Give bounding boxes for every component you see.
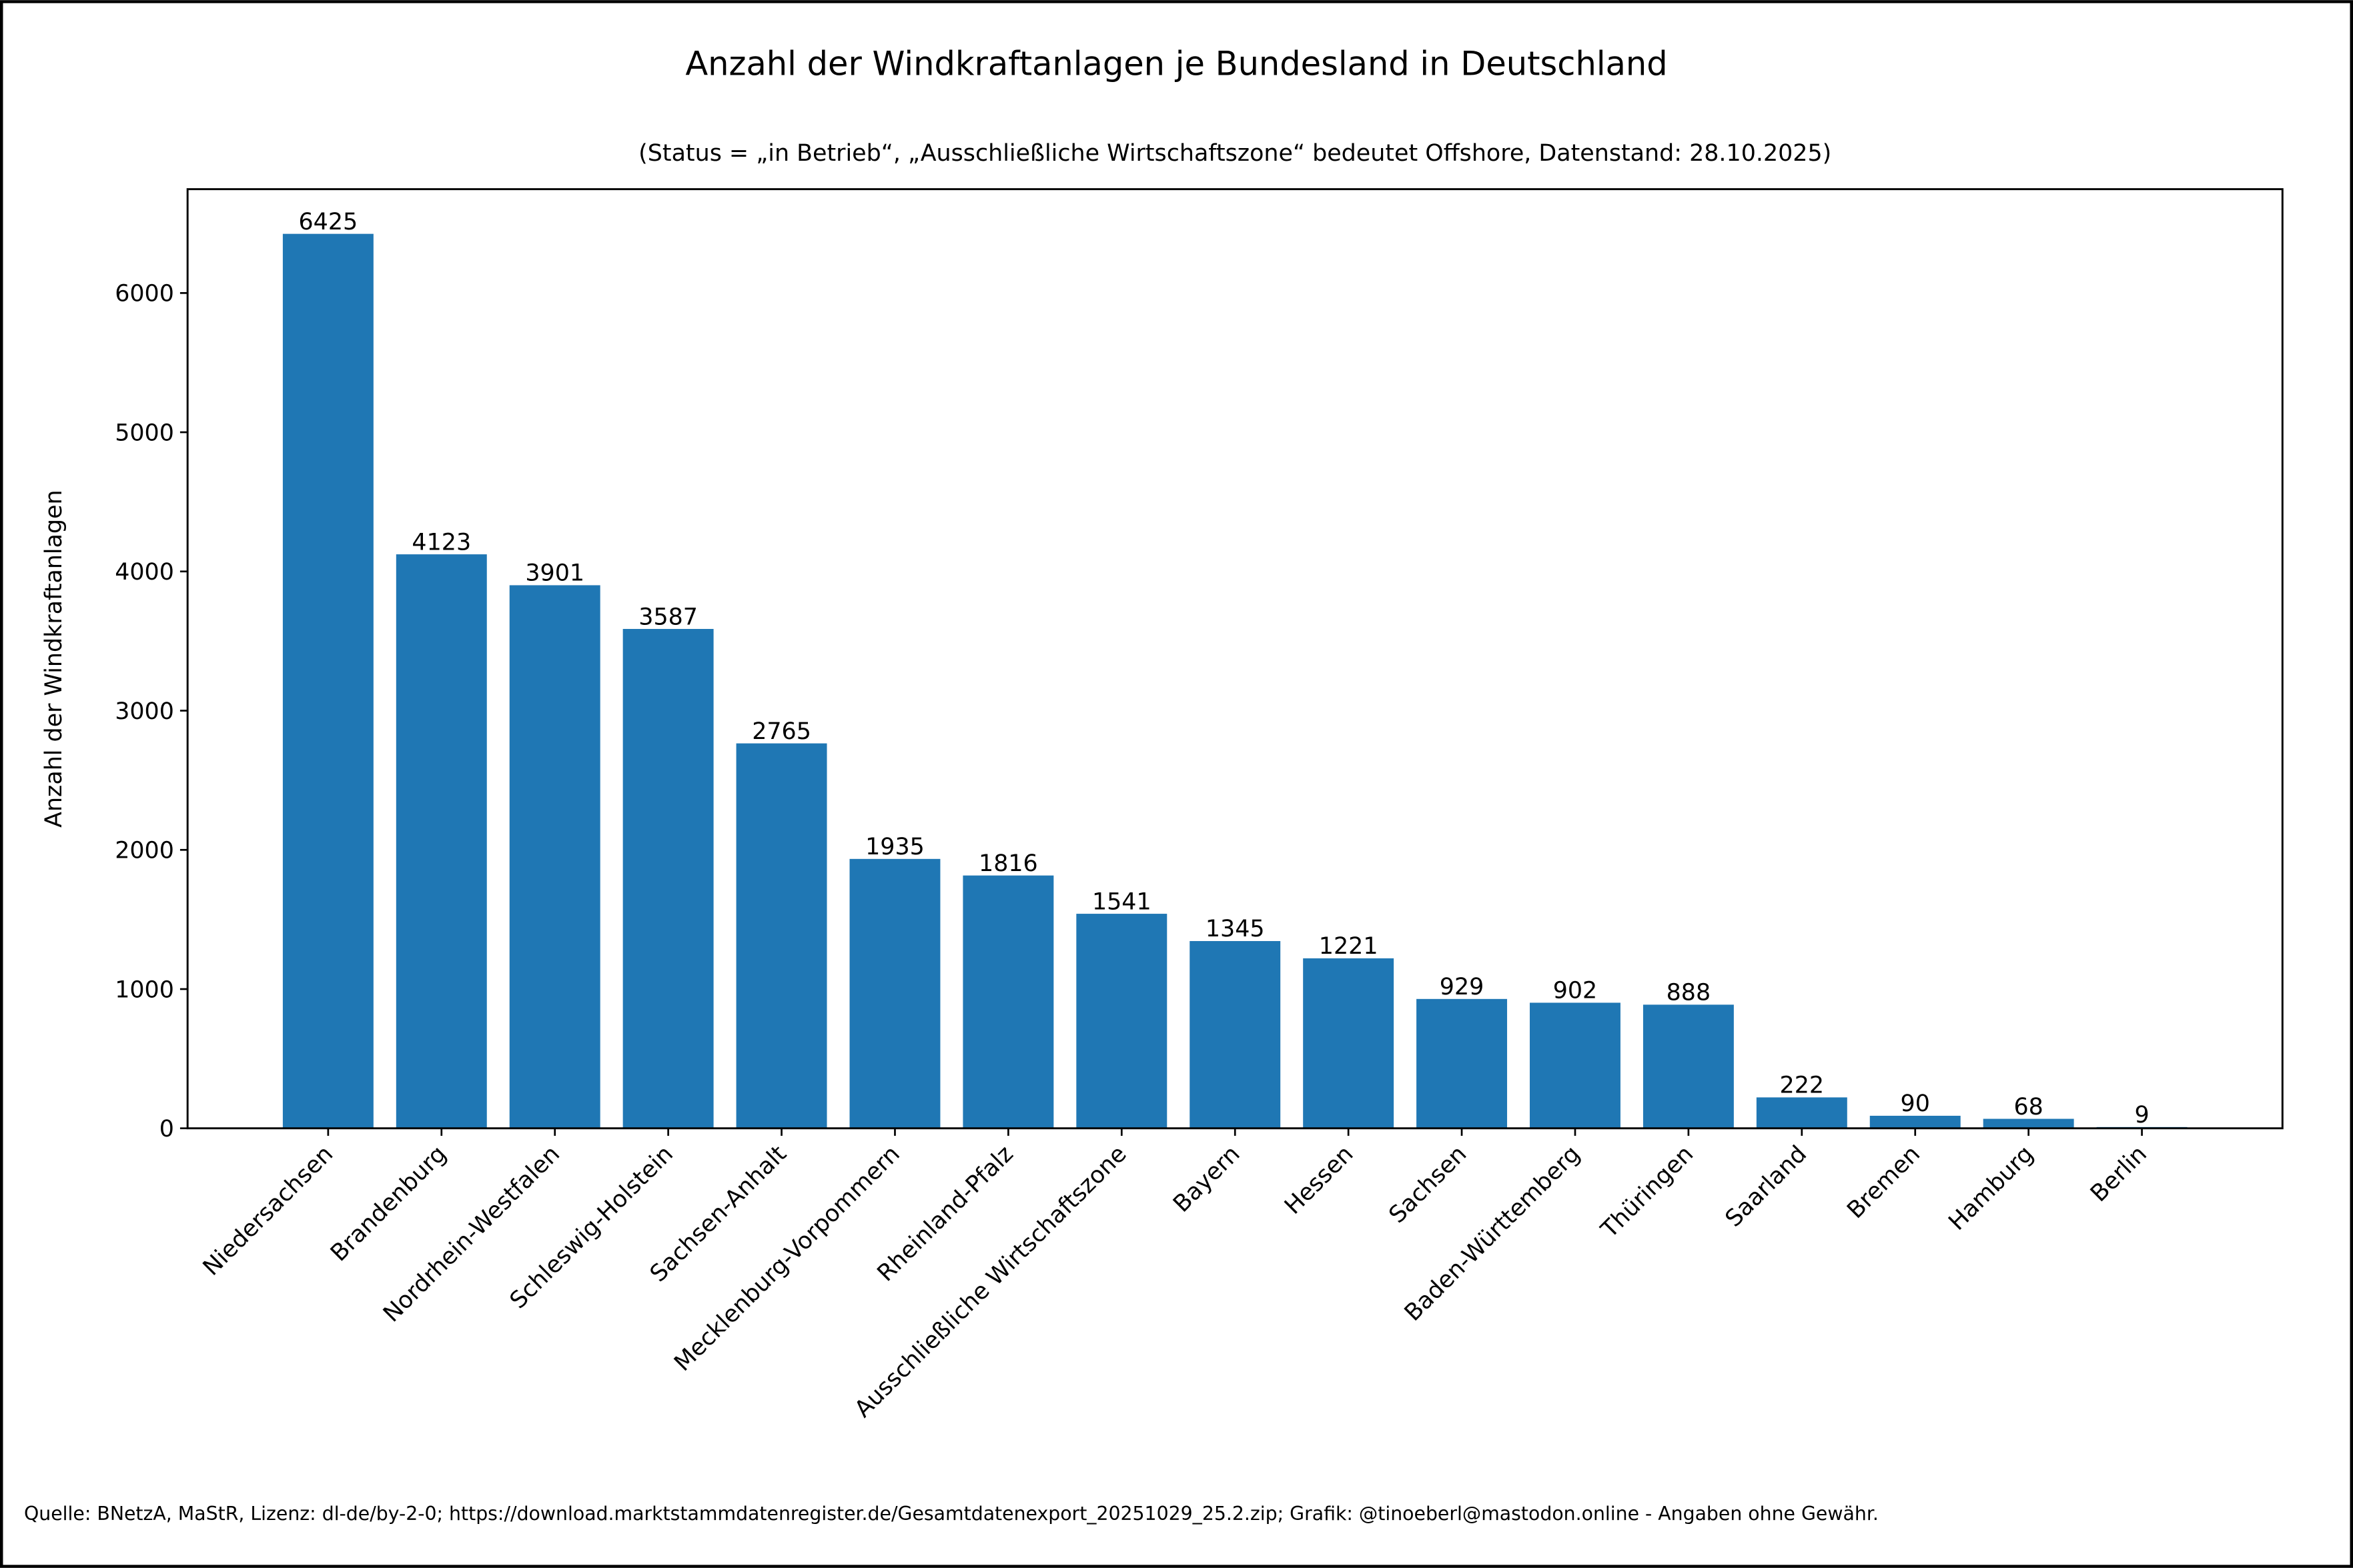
data-label: 6425 xyxy=(299,209,358,235)
data-label: 1541 xyxy=(1092,888,1151,915)
bar xyxy=(1530,1002,1620,1128)
y-tick-label: 0 xyxy=(159,1116,174,1142)
bar xyxy=(849,858,941,1128)
bar xyxy=(622,629,714,1128)
data-label: 1816 xyxy=(979,850,1038,877)
y-tick-label: 1000 xyxy=(115,976,174,1003)
y-tick-label: 2000 xyxy=(115,838,174,864)
bar xyxy=(1303,958,1394,1128)
bar xyxy=(736,743,827,1128)
data-label: 1221 xyxy=(1319,933,1378,960)
bar xyxy=(396,554,487,1128)
bar xyxy=(1190,940,1281,1128)
y-tick-label: 6000 xyxy=(115,281,174,307)
data-label: 2765 xyxy=(752,718,811,745)
data-label: 3587 xyxy=(638,604,698,630)
data-label: 90 xyxy=(1901,1090,1930,1117)
bar xyxy=(1642,1004,1734,1128)
chart-title: Anzahl der Windkraftanlagen je Bundeslan… xyxy=(685,45,1667,83)
y-ticks-group: 0 1000 2000 3000 4000 5000 6000 xyxy=(115,281,188,1142)
y-tick-label: 5000 xyxy=(115,420,174,446)
plot-frame xyxy=(186,188,2284,1130)
bar xyxy=(509,585,600,1128)
data-label: 4123 xyxy=(412,529,471,556)
data-label: 929 xyxy=(1440,974,1484,1000)
bars-group: 6425 4123 3901 3587 2765 1935 1816 1541 1345 1221… xyxy=(282,209,2188,1128)
chart-subtitle: (Status = „in Betrieb“, „Ausschließliche… xyxy=(638,140,1831,167)
y-tick-label: 3000 xyxy=(115,698,174,725)
data-label: 3901 xyxy=(525,560,584,587)
data-label: 68 xyxy=(2013,1094,2043,1120)
bar xyxy=(282,233,374,1128)
bar xyxy=(1869,1115,1961,1128)
bar xyxy=(1756,1097,1847,1128)
bar xyxy=(1076,914,1167,1128)
bar xyxy=(963,875,1054,1128)
footer-source: Quelle: BNetzA, MaStR, Lizenz: dl-de/by-… xyxy=(24,1503,1879,1525)
bar xyxy=(1983,1118,2074,1128)
y-axis-label: Anzahl der Windkraftanlagen xyxy=(41,490,67,827)
data-label: 1345 xyxy=(1206,916,1265,942)
y-tick-label: 4000 xyxy=(115,559,174,586)
data-label: 902 xyxy=(1553,978,1598,1004)
data-label: 222 xyxy=(1780,1072,1825,1099)
bar xyxy=(1416,998,1508,1128)
data-label: 1935 xyxy=(865,834,925,860)
data-label: 9 xyxy=(2134,1102,2149,1128)
data-label: 888 xyxy=(1667,980,1711,1006)
